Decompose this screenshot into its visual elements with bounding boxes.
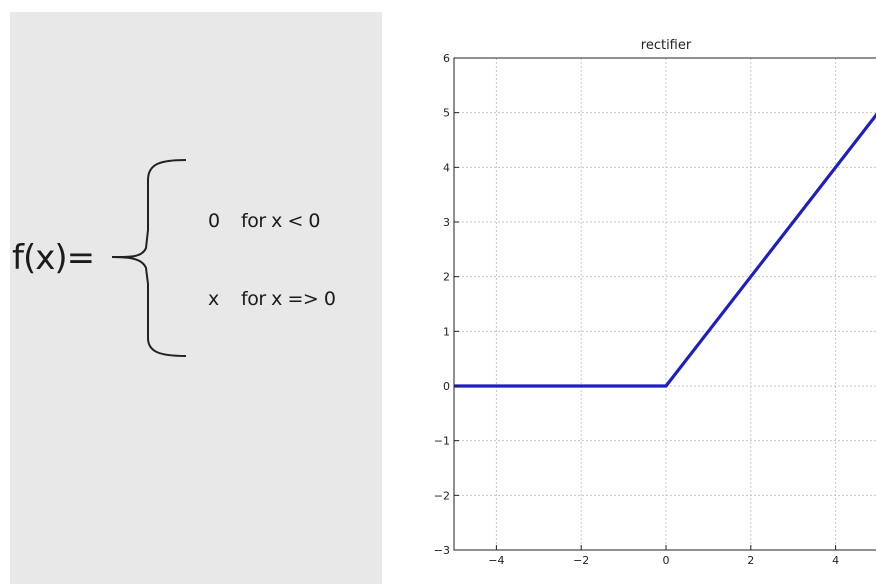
x-tick-label: 2 (747, 554, 754, 567)
function-label: f(x)= (12, 238, 95, 278)
x-tick-label: −4 (488, 554, 504, 567)
y-tick-label: 4 (443, 161, 450, 174)
case-condition-2: for x => 0 (241, 288, 336, 310)
y-tick-label: 5 (443, 107, 450, 120)
y-tick-label: 2 (443, 271, 450, 284)
plot-frame (453, 57, 876, 551)
x-tick-label: −2 (573, 554, 589, 567)
x-tick-label: 0 (663, 554, 670, 567)
curly-brace (111, 159, 187, 357)
y-tick-label: 1 (443, 325, 450, 338)
y-tick-label: −2 (434, 489, 450, 502)
formula-panel: f(x)= 0 for x < 0 x for x => 0 (10, 12, 382, 584)
y-tick-label: −1 (434, 435, 450, 448)
rectifier-chart: rectifier −4 −2 0 2 4 −3 −2 −1 0 1 2 3 4 5 6 (434, 38, 876, 567)
axes-box (453, 57, 876, 551)
series-layer (454, 112, 876, 388)
case-value-1: 0 (208, 210, 221, 232)
y-ticks: −3 −2 −1 0 1 2 3 4 5 6 (434, 52, 459, 557)
case-condition-1: for x < 0 (241, 210, 321, 232)
grid (454, 57, 876, 551)
y-tick-label: 6 (443, 52, 450, 65)
relu-line (454, 112, 876, 388)
chart-title: rectifier (641, 38, 692, 53)
case-value-2: x (208, 288, 220, 310)
x-ticks: −4 −2 0 2 4 (488, 545, 839, 567)
y-tick-label: 0 (443, 380, 450, 393)
y-tick-label: −3 (434, 544, 450, 557)
x-tick-label: 4 (832, 554, 839, 567)
y-tick-label: 3 (443, 216, 450, 229)
